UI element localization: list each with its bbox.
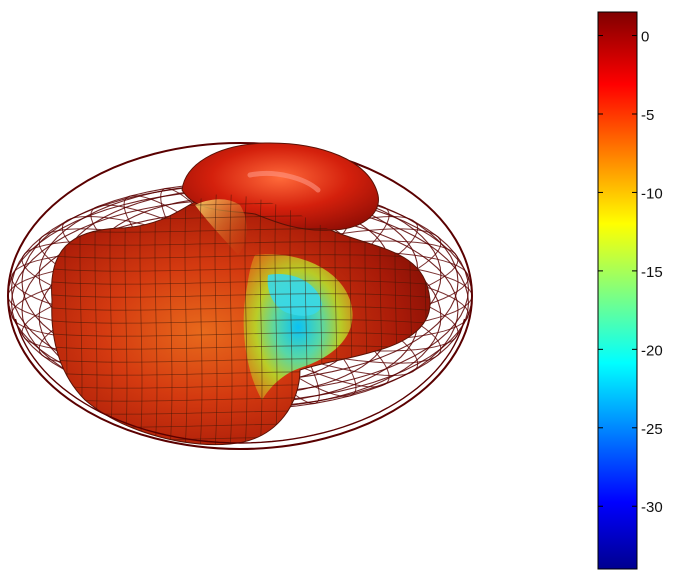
mesh-line-horizontal: [51, 332, 431, 338]
colorbar-gradient: [597, 11, 638, 570]
mesh-line-horizontal: [51, 319, 431, 325]
mesh-line-horizontal: [51, 293, 431, 299]
wireframe-front: [14, 318, 466, 444]
pattern-surface: [51, 142, 431, 446]
mesh-line-horizontal: [51, 254, 431, 260]
colorbar-tick-label: -25: [641, 421, 663, 438]
wireframe-front-rim: [14, 318, 466, 444]
colorbar-ticks: 0 -5 -10 -15 -20 -25 -30: [598, 29, 663, 516]
mesh-line-horizontal: [51, 280, 431, 286]
mesh-line-vertical: [244, 194, 248, 445]
colorbar-tick-label: -20: [641, 342, 663, 359]
wireframe-outline: [7, 142, 473, 450]
mesh-line-horizontal: [51, 267, 431, 273]
mesh-line-vertical: [199, 194, 203, 445]
mesh-line-vertical: [274, 194, 278, 445]
mesh-line-vertical: [184, 194, 188, 445]
mesh-line-horizontal: [51, 306, 431, 312]
colorbar-tick-label: -10: [641, 185, 663, 202]
lobe-deep-null: [267, 274, 322, 316]
lobe-highlight: [247, 170, 321, 193]
mesh-line-vertical: [259, 194, 263, 445]
mesh-line-horizontal: [51, 345, 431, 351]
colorbar-tick-label: -5: [641, 107, 654, 124]
colorbar-tick-label: -30: [641, 499, 663, 516]
colorbar-tick-label: 0: [641, 29, 649, 46]
colorbar-tick-label: -15: [641, 264, 663, 281]
mesh-line-vertical: [169, 194, 173, 445]
lobe-sheen: [195, 199, 247, 255]
